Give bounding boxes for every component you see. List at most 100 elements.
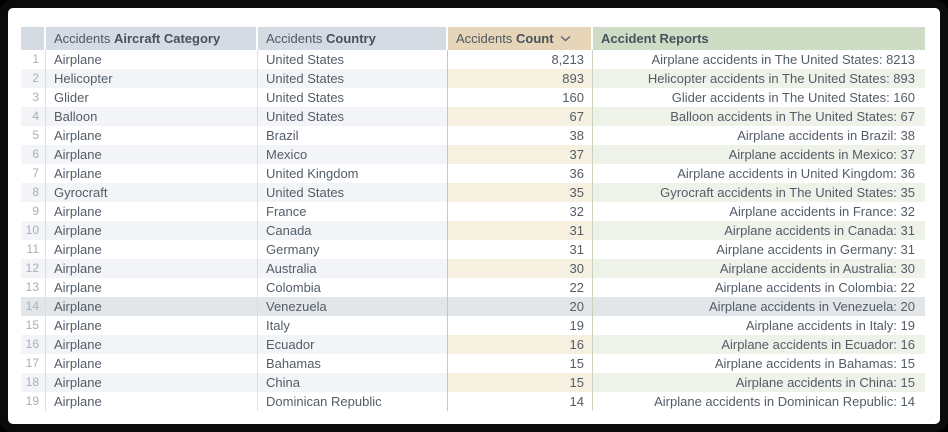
cell-category[interactable]: Airplane [46, 392, 258, 411]
accidents-table: Accidents Aircraft Category Accidents Cou… [21, 27, 925, 411]
cell-category[interactable]: Glider [46, 88, 258, 107]
cell-report[interactable]: Airplane accidents in Venezuela: 20 [593, 297, 925, 316]
cell-report[interactable]: Airplane accidents in Brazil: 38 [593, 126, 925, 145]
column-header-label: Accident Reports [601, 31, 709, 46]
cell-country[interactable]: China [258, 373, 448, 392]
cell-country[interactable]: United States [258, 183, 448, 202]
cell-report[interactable]: Airplane accidents in Dominican Republic… [593, 392, 925, 411]
cell-count[interactable]: 15 [448, 373, 593, 392]
cell-category[interactable]: Airplane [46, 278, 258, 297]
cell-category[interactable]: Airplane [46, 259, 258, 278]
cell-category[interactable]: Airplane [46, 145, 258, 164]
cell-count[interactable]: 20 [448, 297, 593, 316]
table-row: 8 Gyrocraft United States 35 Gyrocraft accid… [21, 183, 925, 202]
cell-report[interactable]: Balloon accidents in The United States: … [593, 107, 925, 126]
row-number: 7 [21, 164, 46, 183]
cell-country[interactable]: Brazil [258, 126, 448, 145]
table-header-row: Accidents Aircraft Category Accidents Cou… [21, 27, 925, 50]
cell-report[interactable]: Airplane accidents in France: 32 [593, 202, 925, 221]
chevron-down-icon [560, 36, 570, 42]
cell-country[interactable]: Canada [258, 221, 448, 240]
cell-report[interactable]: Airplane accidents in Australia: 30 [593, 259, 925, 278]
cell-report[interactable]: Airplane accidents in Germany: 31 [593, 240, 925, 259]
cell-country[interactable]: United States [258, 88, 448, 107]
table-row: 12 Airplane Australia 30 Airplane accidents … [21, 259, 925, 278]
cell-country[interactable]: Venezuela [258, 297, 448, 316]
table-row: 15 Airplane Italy 19 Airplane accidents in I… [21, 316, 925, 335]
table-row: 10 Airplane Canada 31 Airplane accidents in … [21, 221, 925, 240]
row-number: 1 [21, 50, 46, 69]
row-number: 19 [21, 392, 46, 411]
cell-count[interactable]: 14 [448, 392, 593, 411]
cell-category[interactable]: Airplane [46, 50, 258, 69]
row-number: 11 [21, 240, 46, 259]
row-number: 16 [21, 335, 46, 354]
cell-category[interactable]: Airplane [46, 221, 258, 240]
cell-country[interactable]: France [258, 202, 448, 221]
cell-report[interactable]: Glider accidents in The United States: 1… [593, 88, 925, 107]
cell-count[interactable]: 38 [448, 126, 593, 145]
row-number: 4 [21, 107, 46, 126]
cell-report[interactable]: Airplane accidents in Colombia: 22 [593, 278, 925, 297]
cell-category[interactable]: Airplane [46, 126, 258, 145]
cell-category[interactable]: Airplane [46, 316, 258, 335]
cell-count[interactable]: 37 [448, 145, 593, 164]
cell-report[interactable]: Airplane accidents in Canada: 31 [593, 221, 925, 240]
cell-category[interactable]: Airplane [46, 373, 258, 392]
cell-count[interactable]: 31 [448, 240, 593, 259]
column-header-reports[interactable]: Accident Reports [593, 27, 925, 50]
cell-count[interactable]: 31 [448, 221, 593, 240]
column-header-label: Country [326, 31, 376, 46]
cell-category[interactable]: Gyrocraft [46, 183, 258, 202]
cell-count[interactable]: 32 [448, 202, 593, 221]
cell-report[interactable]: Airplane accidents in The United States:… [593, 50, 925, 69]
cell-category[interactable]: Airplane [46, 164, 258, 183]
cell-report[interactable]: Gyrocraft accidents in The United States… [593, 183, 925, 202]
table-row: 13 Airplane Colombia 22 Airplane accidents i… [21, 278, 925, 297]
cell-category[interactable]: Airplane [46, 297, 258, 316]
cell-count[interactable]: 36 [448, 164, 593, 183]
cell-report[interactable]: Airplane accidents in China: 15 [593, 373, 925, 392]
cell-country[interactable]: Ecuador [258, 335, 448, 354]
cell-report[interactable]: Helicopter accidents in The United State… [593, 69, 925, 88]
cell-category[interactable]: Airplane [46, 354, 258, 373]
cell-count[interactable]: 19 [448, 316, 593, 335]
cell-count[interactable]: 22 [448, 278, 593, 297]
cell-country[interactable]: Dominican Republic [258, 392, 448, 411]
cell-count[interactable]: 15 [448, 354, 593, 373]
table-row: 1 Airplane United States 8,213 Airplane acci… [21, 50, 925, 69]
row-number: 2 [21, 69, 46, 88]
cell-count[interactable]: 893 [448, 69, 593, 88]
row-number: 13 [21, 278, 46, 297]
column-header-count[interactable]: Accidents Count [448, 27, 593, 50]
cell-country[interactable]: Italy [258, 316, 448, 335]
cell-country[interactable]: Germany [258, 240, 448, 259]
cell-report[interactable]: Airplane accidents in Bahamas: 15 [593, 354, 925, 373]
cell-category[interactable]: Helicopter [46, 69, 258, 88]
cell-country[interactable]: United States [258, 69, 448, 88]
cell-country[interactable]: United States [258, 107, 448, 126]
cell-count[interactable]: 16 [448, 335, 593, 354]
cell-count[interactable]: 35 [448, 183, 593, 202]
cell-report[interactable]: Airplane accidents in United Kingdom: 36 [593, 164, 925, 183]
cell-country[interactable]: United States [258, 50, 448, 69]
cell-category[interactable]: Airplane [46, 240, 258, 259]
row-number: 18 [21, 373, 46, 392]
cell-report[interactable]: Airplane accidents in Ecuador: 16 [593, 335, 925, 354]
cell-category[interactable]: Airplane [46, 335, 258, 354]
cell-country[interactable]: Bahamas [258, 354, 448, 373]
cell-category[interactable]: Balloon [46, 107, 258, 126]
cell-count[interactable]: 30 [448, 259, 593, 278]
cell-count[interactable]: 8,213 [448, 50, 593, 69]
cell-country[interactable]: Australia [258, 259, 448, 278]
cell-count[interactable]: 160 [448, 88, 593, 107]
column-header-category[interactable]: Accidents Aircraft Category [46, 27, 258, 50]
cell-count[interactable]: 67 [448, 107, 593, 126]
cell-country[interactable]: United Kingdom [258, 164, 448, 183]
cell-report[interactable]: Airplane accidents in Mexico: 37 [593, 145, 925, 164]
column-header-country[interactable]: Accidents Country [258, 27, 448, 50]
cell-country[interactable]: Colombia [258, 278, 448, 297]
cell-report[interactable]: Airplane accidents in Italy: 19 [593, 316, 925, 335]
cell-category[interactable]: Airplane [46, 202, 258, 221]
cell-country[interactable]: Mexico [258, 145, 448, 164]
